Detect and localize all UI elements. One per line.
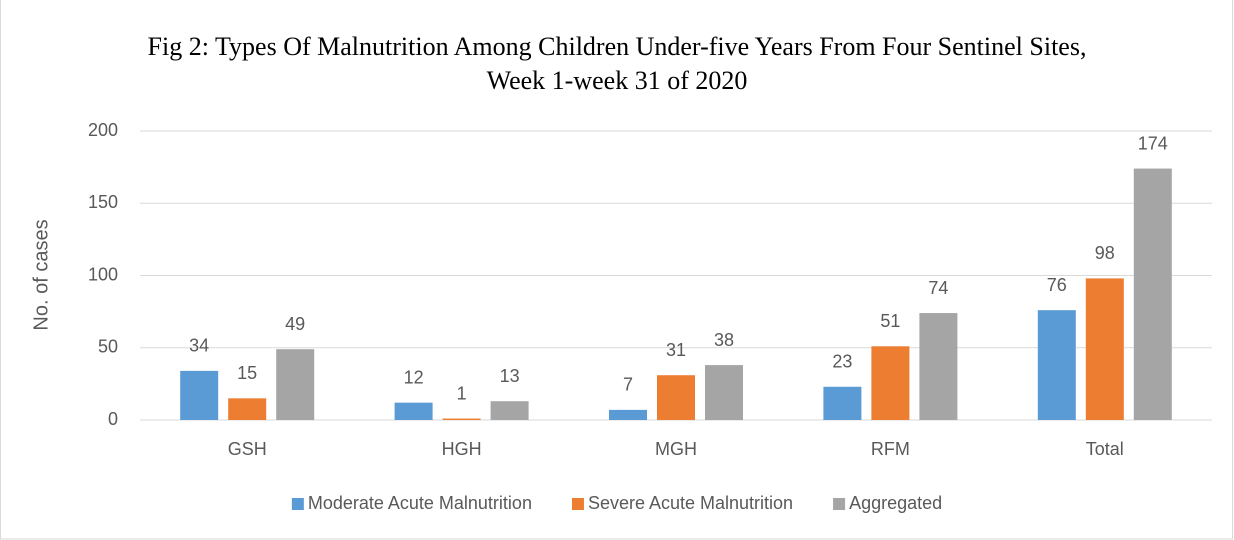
x-tick-label: Total (1086, 439, 1124, 459)
bar (919, 313, 958, 420)
bar (276, 349, 315, 420)
data-label: 12 (404, 367, 424, 387)
bar (490, 401, 529, 420)
y-tick-label: 200 (88, 120, 118, 140)
bar (394, 402, 433, 420)
data-label: 23 (832, 352, 852, 372)
bar (823, 386, 862, 420)
legend-swatch (571, 498, 584, 510)
x-tick-label: RFM (871, 439, 910, 459)
data-label: 1 (457, 383, 467, 403)
x-tick-label: HGH (442, 439, 482, 459)
y-tick-label: 100 (88, 264, 118, 284)
legend-swatch (833, 498, 846, 510)
bar (180, 370, 219, 420)
y-tick-label: 0 (108, 409, 118, 429)
data-label: 76 (1047, 275, 1067, 295)
bar (657, 375, 695, 420)
data-label: 49 (285, 314, 305, 334)
chart-title: Fig 2: Types Of Malnutrition Among Child… (147, 32, 1087, 95)
bar (228, 398, 267, 420)
data-label: 174 (1138, 133, 1168, 153)
legend-label: Aggregated (849, 493, 942, 513)
bar (1037, 310, 1076, 420)
data-label: 34 (189, 336, 209, 356)
legend-swatch (291, 498, 304, 510)
data-label: 74 (928, 278, 948, 298)
legend: Moderate Acute Malnutrition Severe Acute … (291, 493, 942, 513)
data-label: 7 (623, 375, 633, 395)
bar (442, 418, 481, 420)
data-label: 98 (1095, 243, 1115, 263)
data-label: 38 (714, 330, 734, 350)
x-tick-label: GSH (228, 439, 267, 459)
y-tick-label: 150 (88, 192, 118, 212)
data-label: 51 (880, 311, 900, 331)
data-label: 15 (237, 363, 257, 383)
bar (1133, 168, 1172, 420)
legend-label: Severe Acute Malnutrition (588, 493, 793, 513)
y-tick-label: 50 (98, 337, 118, 357)
data-label: 31 (666, 340, 686, 360)
legend-label: Moderate Acute Malnutrition (308, 493, 532, 513)
bar (705, 365, 743, 420)
y-axis-label: No. of cases (30, 219, 52, 330)
bar (1085, 278, 1124, 420)
data-label: 13 (500, 366, 520, 386)
bar (871, 346, 910, 420)
bar (609, 409, 647, 420)
x-tick-label: MGH (655, 439, 697, 459)
